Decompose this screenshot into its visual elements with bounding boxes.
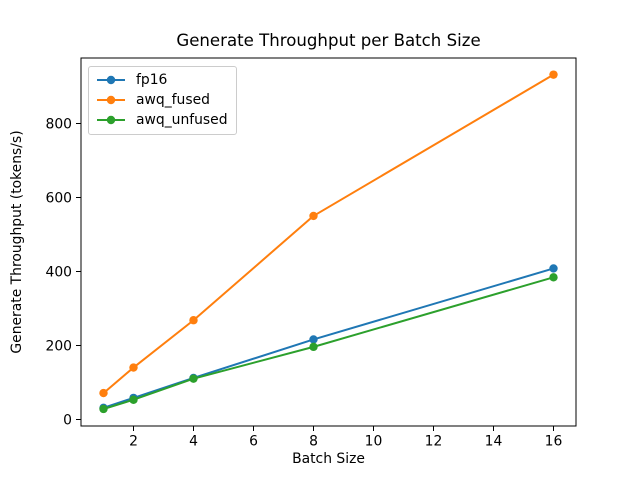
- x-tick-label: 10: [365, 434, 383, 450]
- y-tick-label: 200: [45, 338, 72, 354]
- marker-awq_unfused: [129, 395, 138, 404]
- marker-fp16: [309, 335, 318, 344]
- x-tick-label: 4: [189, 434, 198, 450]
- marker-awq_fused: [309, 211, 318, 221]
- series-fp16: [99, 264, 558, 413]
- chart-title: Generate Throughput per Batch Size: [176, 31, 481, 50]
- legend-item-awq-unfused: awq_unfused: [96, 112, 228, 128]
- legend-label-awq-unfused: awq_unfused: [136, 112, 228, 128]
- marker-awq_unfused: [549, 273, 558, 282]
- marker-awq_unfused: [189, 374, 198, 383]
- x-tick-label: 2: [129, 434, 138, 450]
- marker-awq_unfused: [309, 342, 318, 352]
- series-awq_unfused: [99, 273, 558, 414]
- legend-line-marker-icon: [96, 93, 126, 107]
- y-tick-label: 0: [63, 412, 72, 428]
- x-axis-label: Batch Size: [292, 451, 365, 467]
- x-tick-label: 6: [249, 434, 258, 450]
- legend-line-marker-icon: [96, 73, 126, 87]
- axes: 2 4 6 8 10 12 14 16 0 200 400 600 800: [45, 57, 577, 450]
- marker-fp16: [549, 264, 558, 273]
- y-tick-label: 800: [45, 116, 72, 132]
- marker-awq_fused: [189, 316, 198, 325]
- legend-label-awq-fused: awq_fused: [136, 92, 210, 108]
- x-tick-label: 8: [309, 434, 318, 450]
- legend-item-awq-fused: awq_fused: [96, 92, 228, 108]
- x-tick-label: 14: [485, 434, 503, 450]
- legend-label-fp16: fp16: [136, 72, 168, 88]
- marker-awq_fused: [129, 363, 138, 372]
- x-tick-label: 12: [425, 434, 443, 450]
- marker-awq_unfused: [99, 404, 108, 414]
- marker-awq_fused: [549, 70, 558, 79]
- series-awq_fused: [99, 70, 558, 398]
- legend-line-marker-icon: [96, 113, 126, 127]
- y-tick-label: 400: [45, 264, 72, 280]
- legend: fp16 awq_fused awq_unfused: [88, 66, 237, 135]
- legend-item-fp16: fp16: [96, 72, 228, 88]
- y-tick-label: 600: [45, 190, 72, 206]
- x-tick-label: 16: [545, 434, 563, 450]
- marker-awq_fused: [99, 388, 108, 398]
